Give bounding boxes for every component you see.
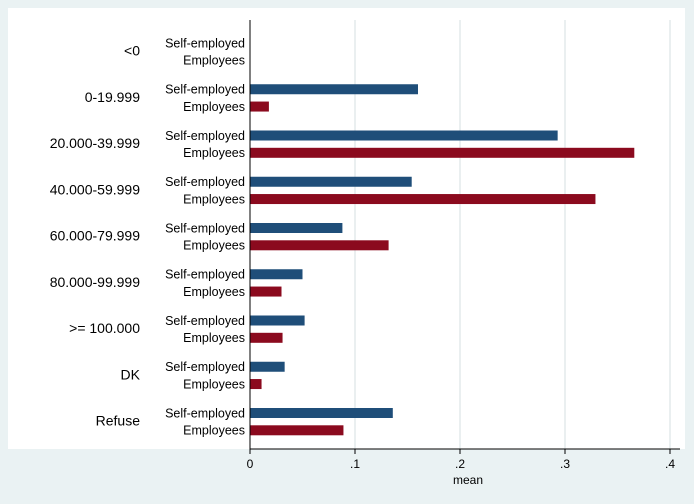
series-label-employees-8: Employees bbox=[183, 424, 245, 438]
x-tick-label-.1: .1 bbox=[350, 457, 360, 471]
series-label-self-employed-8: Self-employed bbox=[165, 406, 245, 420]
bars bbox=[250, 84, 635, 436]
category-label-8: Refuse bbox=[96, 413, 141, 429]
category-label-1: 0-19.999 bbox=[85, 89, 140, 105]
bar-self-employed-7 bbox=[250, 361, 285, 372]
series-label-self-employed-6: Self-employed bbox=[165, 314, 245, 328]
bar-self-employed-4 bbox=[250, 223, 343, 233]
series-label-employees-1: Employees bbox=[183, 100, 245, 114]
series-label-self-employed-4: Self-employed bbox=[165, 221, 245, 235]
series-label-self-employed-3: Self-employed bbox=[165, 175, 245, 189]
bar-self-employed-6 bbox=[250, 315, 305, 326]
bar-self-employed-8 bbox=[250, 408, 393, 418]
series-label-employees-0: Employees bbox=[183, 54, 245, 68]
bar-employees-8 bbox=[250, 425, 344, 436]
bar-employees-6 bbox=[250, 332, 283, 343]
bar-employees-3 bbox=[250, 194, 596, 205]
category-label-5: 80.000-99.999 bbox=[50, 274, 141, 290]
plot-area bbox=[8, 8, 685, 449]
x-tick-label-.4: .4 bbox=[665, 457, 675, 471]
x-tick-label-.3: .3 bbox=[560, 457, 570, 471]
series-label-self-employed-1: Self-employed bbox=[165, 83, 245, 97]
series-label-self-employed-2: Self-employed bbox=[165, 129, 245, 143]
bar-employees-4 bbox=[250, 240, 389, 251]
category-label-7: DK bbox=[121, 366, 141, 382]
labels: <0 Self-employed Employees 0-19.999 Self-emp… bbox=[50, 36, 245, 437]
category-label-0: <0 bbox=[124, 43, 140, 59]
series-label-employees-6: Employees bbox=[183, 331, 245, 345]
bar-employees-1 bbox=[250, 101, 269, 112]
category-label-4: 60.000-79.999 bbox=[50, 228, 141, 244]
series-label-employees-4: Employees bbox=[183, 239, 245, 253]
category-label-3: 40.000-59.999 bbox=[50, 181, 141, 197]
bar-employees-5 bbox=[250, 286, 282, 297]
bar-self-employed-2 bbox=[250, 130, 558, 141]
x-tick-label-.2: .2 bbox=[455, 457, 465, 471]
series-label-employees-5: Employees bbox=[183, 285, 245, 299]
series-label-self-employed-5: Self-employed bbox=[165, 268, 245, 282]
bar-employees-2 bbox=[250, 147, 635, 158]
series-label-employees-7: Employees bbox=[183, 377, 245, 391]
x-tick-label-0: 0 bbox=[247, 457, 254, 471]
bar-self-employed-1 bbox=[250, 84, 418, 95]
x-axis: 0 .1 .2 .3 .4 mean bbox=[247, 20, 680, 487]
series-label-self-employed-7: Self-employed bbox=[165, 360, 245, 374]
x-axis-title: mean bbox=[453, 473, 483, 487]
bar-self-employed-5 bbox=[250, 269, 303, 280]
category-label-6: >= 100.000 bbox=[69, 320, 140, 336]
bar-employees-7 bbox=[250, 379, 262, 390]
series-label-employees-3: Employees bbox=[183, 192, 245, 206]
category-label-2: 20.000-39.999 bbox=[50, 135, 141, 151]
bar-self-employed-3 bbox=[250, 176, 412, 187]
series-label-employees-2: Employees bbox=[183, 146, 245, 160]
series-label-self-employed-0: Self-employed bbox=[165, 36, 245, 50]
